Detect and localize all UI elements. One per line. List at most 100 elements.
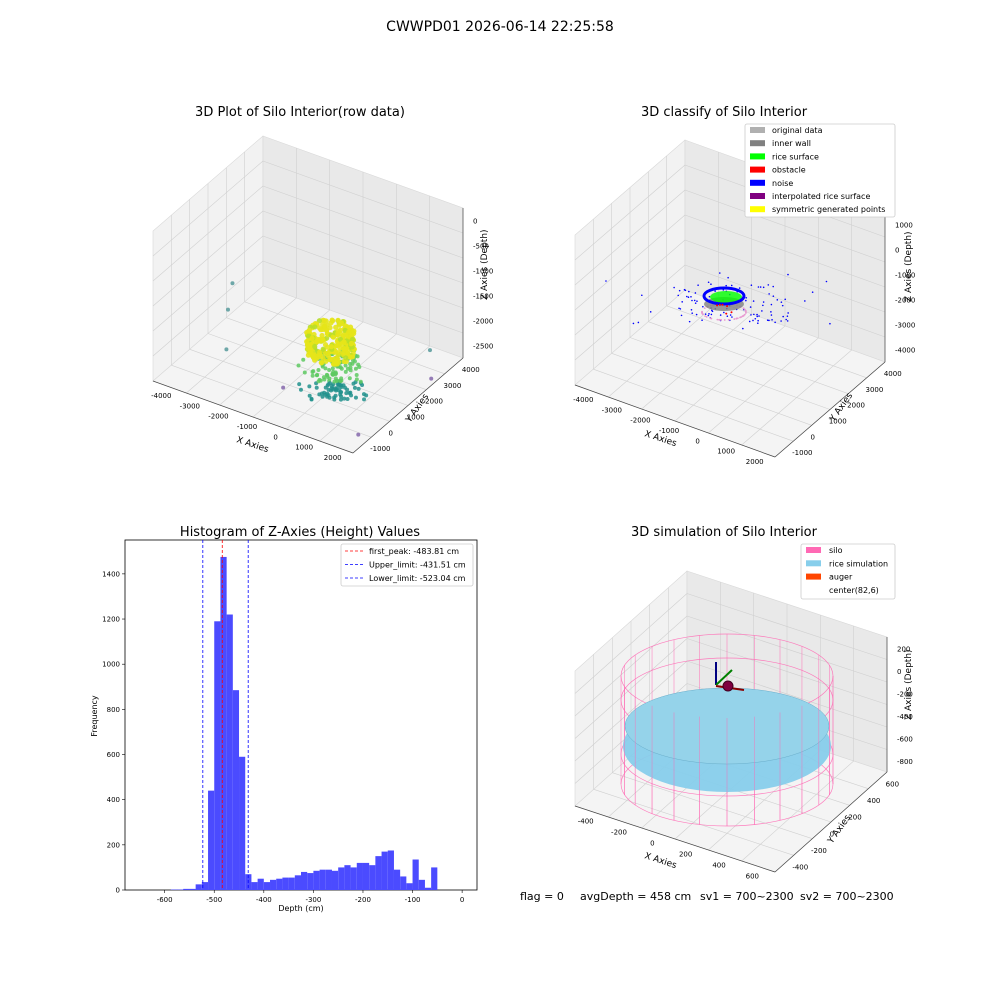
interpolated-point [720, 319, 723, 321]
y-tick-label: 0 [389, 429, 393, 437]
histogram-bar [282, 877, 289, 890]
x-tick-label: -2000 [630, 417, 650, 425]
noise-point [677, 294, 680, 297]
raw-point [312, 343, 318, 350]
raw-point [314, 373, 319, 378]
x-tick-label: -3000 [602, 406, 622, 414]
histogram-bar [412, 859, 419, 890]
noise-point [710, 283, 712, 285]
noise-point [772, 285, 775, 288]
noise-point [649, 311, 652, 313]
avg-depth-status: avgDepth = 458 cm [580, 890, 691, 903]
histogram-bar [301, 871, 308, 890]
noise-point [704, 313, 707, 315]
noise-point [787, 312, 789, 314]
y-tick-label: 600 [107, 751, 120, 759]
x-tick-label: 1000 [717, 448, 735, 456]
legend-label: inner wall [772, 139, 811, 148]
interpolated-point [705, 316, 708, 318]
z-tick-label: -2000 [473, 318, 493, 326]
raw-point [322, 342, 329, 348]
noise-point [781, 304, 784, 307]
histogram-bar [344, 865, 351, 890]
histogram-bar [208, 790, 215, 890]
noise-point [702, 305, 704, 308]
y-axis-line [774, 771, 888, 873]
x-tick-label: -1000 [659, 427, 679, 435]
simulation-z-axis-label: Z Axies (Depth) [904, 649, 914, 720]
noise-point [754, 317, 757, 320]
raw-point [358, 379, 363, 384]
raw-point [345, 387, 350, 392]
histogram-bar [214, 621, 221, 890]
y-tick-label: 200 [848, 814, 861, 822]
noise-point [753, 313, 755, 316]
y-tick-label: 1200 [102, 616, 120, 624]
raw-point [343, 332, 349, 338]
histogram-bar [251, 882, 258, 890]
histogram-bar [220, 556, 227, 890]
raw-point [332, 397, 337, 402]
histogram-x-axis-label: Depth (cm) [278, 904, 323, 913]
raw-point [310, 373, 315, 378]
raw-point [319, 332, 325, 339]
rice-surface-ring [710, 291, 742, 303]
histogram-y-axis-label: Frequency [90, 695, 99, 737]
grid-line [574, 593, 688, 694]
raw-point [301, 357, 306, 362]
interpolated-point [744, 312, 747, 314]
noise-point [632, 322, 635, 325]
interpolated-point [742, 315, 744, 317]
obstacle-point [716, 304, 719, 307]
classify-title: 3D classify of Silo Interior [641, 105, 808, 120]
raw-point [348, 390, 353, 395]
raw-point [352, 385, 357, 390]
raw-point [316, 367, 321, 372]
histogram-bar [350, 867, 357, 890]
raw-point [345, 397, 350, 402]
histogram-bar [226, 614, 233, 890]
sv2-status: sv2 = 700~2300 [800, 890, 894, 903]
noise-point [718, 272, 721, 274]
y-tick-label: -1000 [370, 445, 390, 453]
raw-outlier-point [427, 348, 432, 353]
histogram-bar [313, 870, 320, 890]
noise-point [673, 286, 675, 289]
raw-outlier-point [356, 432, 361, 437]
raw-data-3d-panel: 3D Plot of Silo Interior(row data) -4000… [151, 105, 493, 462]
z-tick-label: -1500 [473, 293, 493, 301]
noise-point [710, 313, 713, 316]
noise-point [725, 284, 727, 287]
raw-point [323, 318, 329, 324]
raw-outlier-point [230, 281, 235, 286]
noise-point [786, 320, 789, 322]
raw-point [336, 349, 342, 356]
raw-point [341, 346, 348, 352]
raw-point [297, 382, 302, 387]
noise-point [742, 327, 744, 330]
y-tick-label: 4000 [462, 366, 480, 374]
raw-point [354, 377, 359, 382]
x-tick-label: 2000 [746, 458, 764, 466]
noise-point [745, 299, 747, 302]
noise-point [756, 313, 758, 316]
raw-point [351, 381, 356, 386]
noise-point [708, 312, 710, 315]
noise-point [696, 300, 698, 302]
noise-point [605, 280, 607, 282]
y-tick-label: 0 [116, 887, 120, 895]
y-tick-label: 600 [886, 780, 899, 788]
raw-point [333, 393, 338, 398]
noise-point [691, 312, 694, 314]
noise-point [758, 315, 760, 317]
histogram-bar [288, 877, 295, 890]
x-tick-label: 2000 [324, 454, 342, 462]
noise-point [811, 291, 814, 293]
raw-point [308, 350, 314, 356]
obstacle-point [721, 303, 724, 306]
x-tick-label: -4000 [573, 396, 593, 404]
raw-point [318, 360, 324, 366]
simulation-legend: silo rice simulation auger center(82,6) [800, 543, 896, 600]
noise-point [694, 292, 697, 294]
histogram-bar [369, 865, 376, 890]
